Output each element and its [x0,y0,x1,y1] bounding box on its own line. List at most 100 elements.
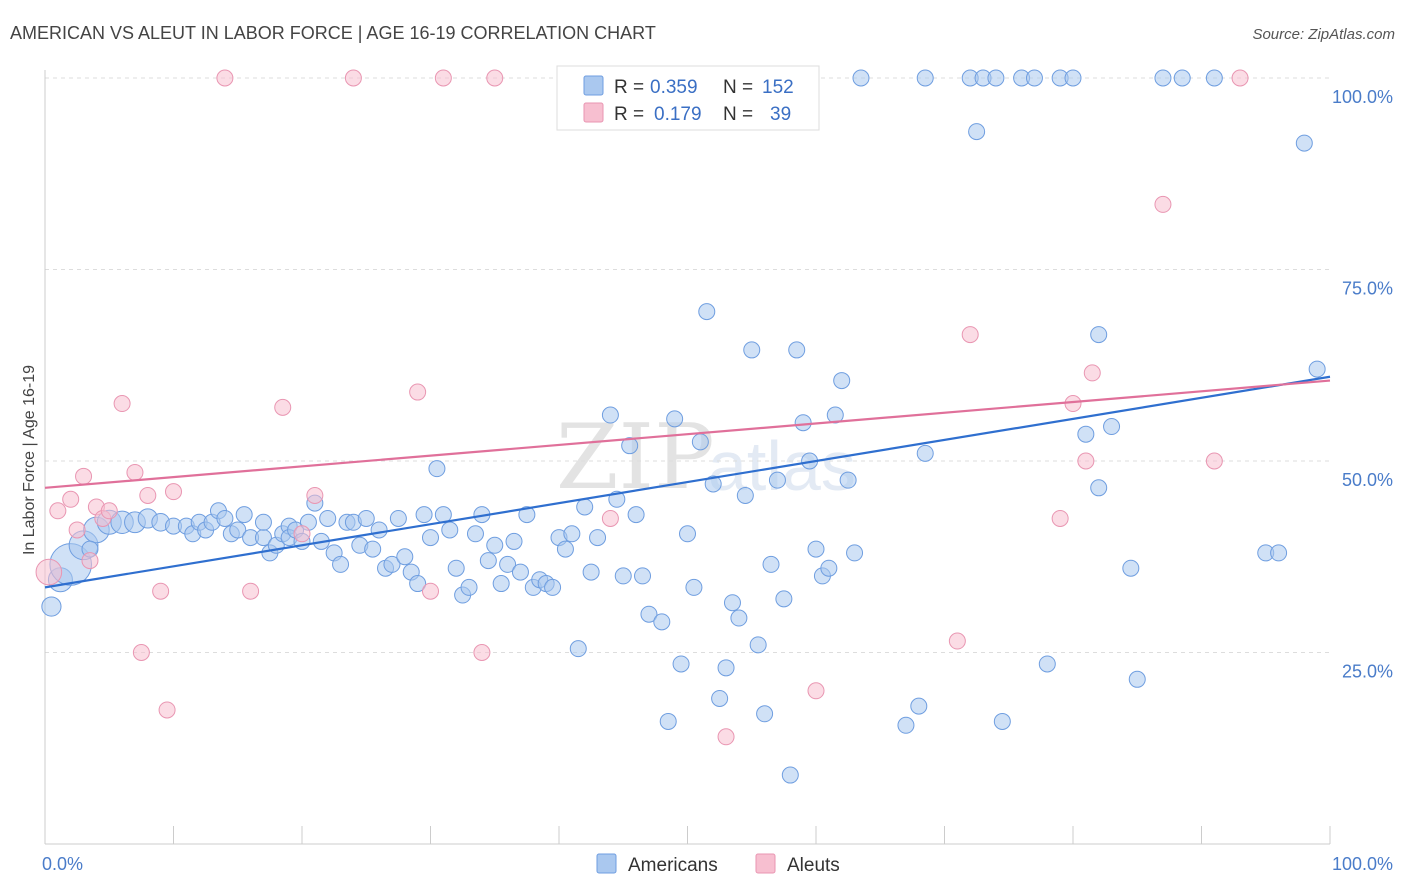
point-americans [229,521,247,539]
point-americans [679,525,696,543]
point-americans [601,406,619,424]
point-aleuts [1231,69,1249,87]
point-americans [711,689,729,707]
point-americans [993,712,1011,730]
point-americans [640,605,658,623]
axes [44,70,1331,845]
legend-n-value-americans: 152 [762,77,794,98]
point-aleuts [961,326,979,344]
point-aleuts [49,502,67,520]
point-aleuts [807,682,825,700]
point-americans [659,712,677,730]
point-americans [235,506,253,524]
point-americans [749,636,767,654]
point-americans [1173,69,1191,87]
point-aleuts [165,483,182,501]
chart-source: Source: ZipAtlas.com [1252,26,1395,43]
legend-r-label-aleuts: R = [614,104,644,125]
point-aleuts [152,582,170,600]
point-americans [987,69,1005,87]
point-aleuts [1083,364,1101,382]
point-americans [717,659,735,677]
point-americans [916,444,934,462]
point-americans [781,766,799,784]
point-americans [839,471,857,489]
series-legend-swatch-americans [596,853,617,874]
point-americans [897,716,915,734]
point-americans [518,506,536,524]
y-tick-label: 100.0% [1332,87,1393,107]
point-americans [1064,69,1082,87]
point-americans [1270,544,1288,562]
point-aleuts [139,486,157,504]
point-americans [743,341,761,359]
point-aleuts [274,398,292,416]
point-americans [383,555,401,573]
point-americans [762,555,780,573]
point-aleuts [948,632,966,650]
stats-legend: R = 0.359 N = 152 R = 0.179 N = 39 [556,65,820,131]
point-americans [820,559,838,577]
point-americans [756,705,774,723]
point-aleuts [409,383,427,401]
point-aleuts [293,525,311,543]
legend-swatch-aleuts [583,102,604,123]
point-aleuts [473,644,491,661]
point-americans [569,640,587,658]
legend-swatch-americans [583,75,604,96]
trend-line-aleuts [44,379,1331,489]
point-americans [486,536,504,554]
point-aleuts [486,69,504,87]
point-americans [216,509,234,527]
point-americans [730,609,748,627]
point-americans [466,525,484,543]
point-americans [1122,559,1140,577]
point-americans [698,303,716,321]
y-axis-label: In Labor Force | Age 16-19 [21,365,38,555]
point-aleuts [422,582,439,600]
point-aleuts [216,69,234,87]
point-americans [447,559,465,577]
legend-r-value-aleuts: 0.179 [654,104,702,125]
point-americans [556,540,574,558]
point-americans [775,590,793,608]
point-americans [672,655,690,673]
point-americans [634,567,652,585]
point-aleuts [1077,452,1095,470]
point-aleuts [242,582,260,600]
point-aleuts [113,395,131,413]
point-aleuts [62,490,80,508]
point-americans [723,594,741,612]
y-tick-labels: 25.0% 50.0% 75.0% 100.0% [1332,87,1393,682]
point-aleuts [81,552,99,570]
point-americans [910,697,928,715]
x-tick-label-max: 100.0% [1332,854,1393,874]
point-americans [1038,655,1056,673]
series-aleuts-points [35,69,1249,746]
chart-title: AMERICAN VS ALEUT IN LABOR FORCE | AGE 1… [10,23,656,43]
point-americans [389,509,407,527]
point-americans [1295,134,1313,152]
point-americans [511,563,529,581]
point-aleuts [344,69,362,87]
point-americans [666,410,684,428]
point-americans [505,532,523,550]
point-americans [852,69,870,87]
legend-n-label-aleuts: N = [723,104,753,125]
x-tick-labels: 0.0% 100.0% [42,854,1393,874]
point-aleuts [35,558,63,586]
point-americans [1205,69,1223,87]
trend-lines [44,375,1331,589]
legend-n-label-americans: N = [723,77,753,98]
point-americans [704,475,722,493]
watermark-zip: ZIP [556,405,715,510]
series-legend: Americans Aleuts [596,853,840,876]
point-americans [492,575,510,593]
point-americans [788,341,806,359]
point-americans [428,460,446,478]
point-americans [968,123,986,141]
point-americans [1025,69,1043,87]
point-americans [826,406,844,424]
series-legend-swatch-aleuts [755,853,776,874]
